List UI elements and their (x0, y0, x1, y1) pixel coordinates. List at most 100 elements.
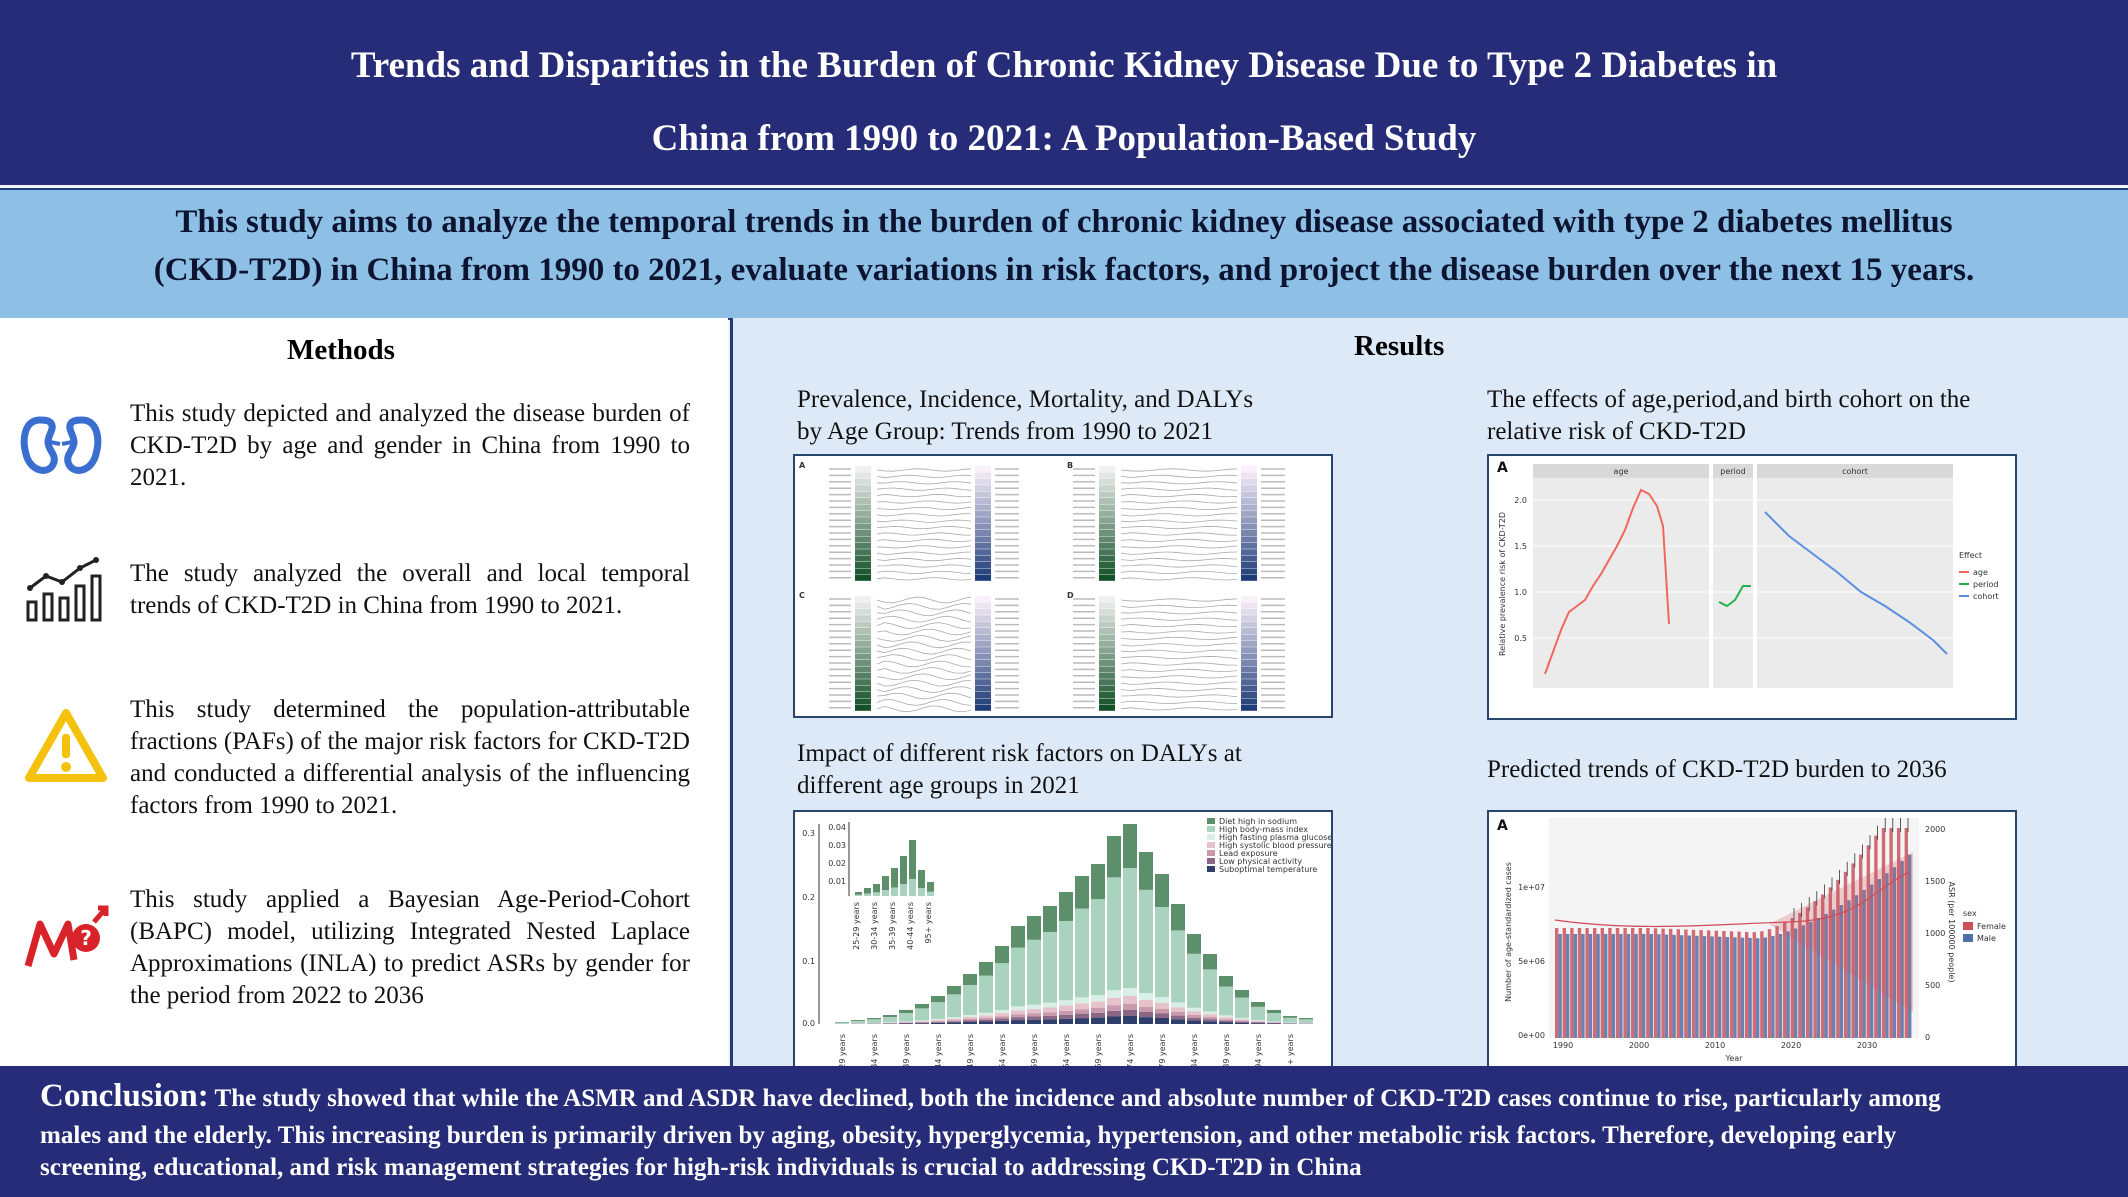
fig3-legend-label: Lead exposure (1219, 849, 1278, 858)
fig1-cell (975, 523, 991, 530)
fig3-bar-segment (1123, 868, 1137, 988)
fig4-bar-female (1760, 931, 1764, 1038)
fig3-inset-ytick: 0.04 (828, 823, 846, 832)
fig1-cell (855, 472, 871, 479)
fig1-trend-line (876, 628, 972, 636)
fig4-bar-female (1707, 930, 1711, 1038)
fig3-bar-segment (867, 1019, 881, 1023)
methods-item-3: This study determined the population-att… (130, 696, 690, 819)
fig2-line-period (1718, 585, 1751, 608)
fig3-bar-segment (1059, 921, 1073, 1001)
fig2-ytick-2: 1.5 (1514, 542, 1527, 551)
fig3-bar-segment (1251, 1021, 1265, 1023)
fig1-cell (1099, 568, 1115, 575)
fig1-trend-line (876, 558, 972, 562)
facet-bg-period (1713, 478, 1753, 688)
fig3-bar-segment (931, 1020, 945, 1022)
fig4-bar-female (1722, 931, 1726, 1038)
fig1-cell (1099, 692, 1115, 698)
fig4-bar-male (1588, 934, 1593, 1038)
fig1-trend-line (876, 551, 972, 555)
fig3-legend-label: Suboptimal temperature (1219, 865, 1317, 874)
fig1-cell (1241, 698, 1257, 705)
fig3-bar-segment (931, 1021, 945, 1023)
fig1-cell (1241, 660, 1257, 666)
fig3-bar-segment (1043, 1019, 1057, 1024)
fig3-bar-segment (1155, 1018, 1169, 1024)
conclusion-line-3: screening, educational, and risk managem… (40, 1154, 1362, 1181)
fig3-bar-segment (1283, 1017, 1297, 1023)
fig2-title-line2: relative risk of CKD-T2D (1487, 418, 1746, 445)
fig3-bar-segment (915, 1020, 929, 1022)
fig3-bar-segment (1059, 1005, 1073, 1011)
fig1-cell (975, 653, 991, 660)
fig3-bar-segment (1171, 1019, 1185, 1024)
fig3-bar-segment (835, 1022, 849, 1024)
fig4-bar-male (1794, 928, 1798, 1038)
fig2-ytick-3: 1.0 (1514, 588, 1527, 597)
fig1-cell (1241, 466, 1257, 472)
fig3-bar-segment (947, 1021, 961, 1023)
fig1-title: Prevalence, Incidence, Mortality, and DA… (797, 384, 1253, 448)
fig4-bar-male (1824, 913, 1828, 1038)
fig3-bar-segment (1235, 1022, 1249, 1024)
fig2-ylabel: Relative prevalence risk of CKD-T2D (1498, 512, 1507, 656)
fig4-bar-male (1832, 909, 1836, 1038)
fig3-bar-segment (931, 1022, 945, 1023)
fig3-bar-segment (1043, 906, 1057, 932)
fig3-bar-segment (1235, 1020, 1249, 1022)
fig3-bar-segment (1091, 1001, 1105, 1008)
fig4-xlabel: Year (1725, 1054, 1744, 1063)
fig3-bar-segment (1027, 1019, 1041, 1024)
fig3-ytick-4: 0.0 (802, 1019, 815, 1028)
aim-banner: This study aims to analyze the temporal … (0, 188, 2128, 320)
fig3-bar-segment (915, 1023, 929, 1024)
fig3-xtick: 90-94 years (1254, 1034, 1263, 1066)
fig3-bar-segment (1171, 904, 1185, 931)
fig1-cell (1099, 615, 1115, 622)
fig4-bar-male (1672, 934, 1676, 1038)
fig1-trend-line (876, 609, 972, 616)
fig3-bar-segment (1171, 1012, 1185, 1016)
fig3-ytick-1: 0.3 (802, 829, 815, 838)
fig1-cell (855, 647, 871, 654)
fig4-bar-male (1611, 934, 1615, 1038)
fig1-cell (1099, 491, 1115, 498)
fig1-cell (855, 491, 871, 498)
fig3-bar-segment (1251, 1022, 1265, 1024)
fig3-bar-segment (1299, 1018, 1313, 1020)
fig3-bar-segment (931, 1002, 945, 1019)
fig3-bar-segment (947, 986, 961, 995)
fig1-cell (855, 692, 871, 698)
fig3-bar-segment (867, 1018, 881, 1020)
fig4-bar-male (1809, 921, 1813, 1038)
fig1-cell (1099, 530, 1115, 536)
fig4-title: Predicted trends of CKD-T2D burden to 20… (1487, 756, 1947, 783)
fig4-ylabel-left: Number of age-standardized cases (1504, 862, 1513, 1002)
fig1-trend-line (876, 532, 972, 536)
fig3-bar-segment (1107, 1005, 1121, 1011)
fig4-bar-male (1642, 934, 1646, 1038)
fig1-cell (1099, 602, 1115, 609)
fig3-bar-segment (995, 1020, 1009, 1024)
fig3-title: Impact of different risk factors on DALY… (797, 738, 1242, 802)
fig3-bar-segment (1027, 939, 1041, 1005)
fig1-trend-line (876, 679, 972, 687)
facet-label-cohort: cohort (1842, 467, 1868, 476)
fig4-bar-female (1859, 854, 1863, 1038)
fig3-bar-segment (995, 1013, 1009, 1017)
fig3-bar-segment (1187, 1017, 1201, 1021)
fig2-legend-cohort: cohort (1973, 592, 1999, 601)
fig1-cell (1099, 653, 1115, 660)
fig3-inset-bar (900, 884, 907, 896)
fig4-bar-female (1676, 929, 1680, 1038)
fig1-trend-line (1120, 681, 1238, 685)
fig2-legend-age: age (1973, 568, 1988, 577)
fig3-bar-segment (1155, 1009, 1169, 1014)
fig1-cell (1099, 704, 1115, 711)
fig3-bar-segment (1219, 1017, 1233, 1020)
fig4-legend-female: Female (1977, 922, 2006, 931)
fig3-bar-segment (1139, 852, 1153, 890)
fig2-legend-title: Effect (1959, 551, 1982, 560)
svg-text:?: ? (80, 926, 92, 950)
